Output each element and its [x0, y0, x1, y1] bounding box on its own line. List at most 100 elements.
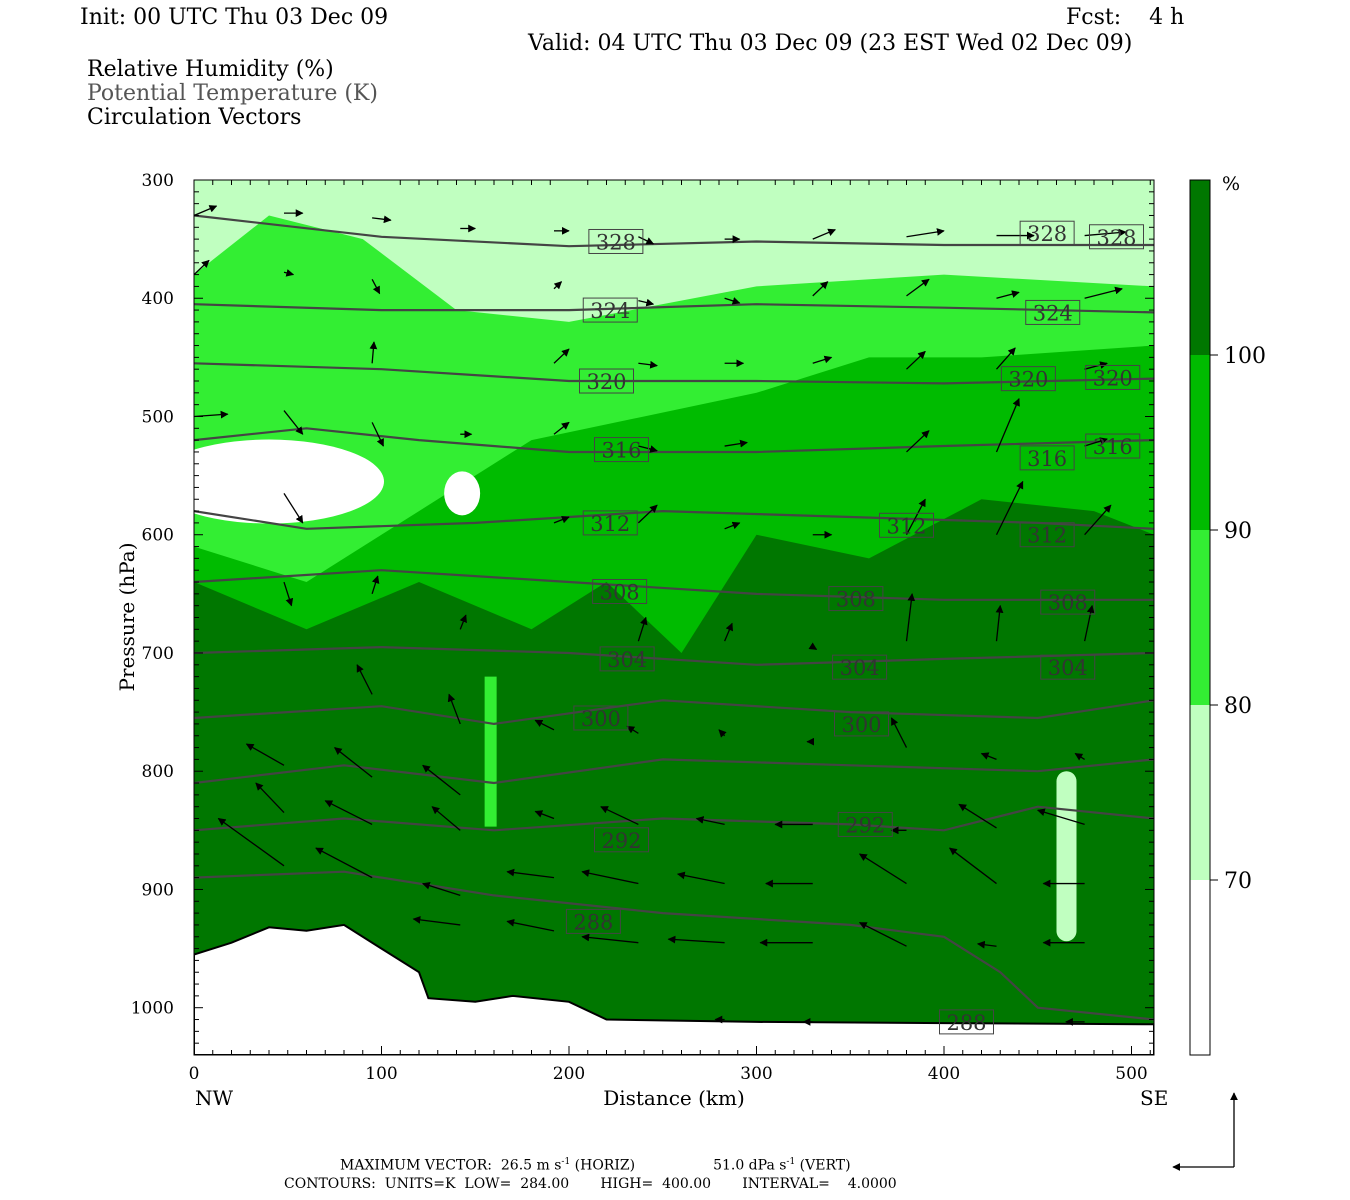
x-tick-label: 300: [740, 1064, 772, 1084]
circulation-vector: [695, 816, 725, 826]
isentrope-label-box: [1089, 224, 1144, 250]
circulation-vector: [371, 279, 381, 295]
circulation-vector: [1084, 437, 1108, 447]
circulation-vector: [995, 604, 1004, 642]
isentrope-label: 312: [886, 514, 926, 538]
colorbar-segment: [1190, 880, 1210, 1055]
circulation-vector: [724, 439, 748, 448]
x-tick-label: 200: [553, 1064, 585, 1084]
circulation-vector: [724, 622, 733, 642]
circulation-vector: [283, 269, 295, 277]
circulation-vector: [906, 350, 926, 370]
circulation-vector: [1084, 286, 1123, 299]
circulation-vectors: [194, 205, 1127, 1026]
circulation-vector: [949, 847, 997, 885]
isentrope-labels: 328 328 328 324 324 320 320 320 316 316 316 312 312 3…: [565, 220, 1144, 1035]
isentrope-label: 300: [841, 713, 881, 737]
isentrope-label-box: [1025, 299, 1081, 325]
rh-band-below-70: [194, 439, 384, 524]
max-vector-line: MAXIMUM VECTOR: 26.5 m s-1 (HORIZ) 51.0 d…: [340, 1157, 851, 1174]
circulation-vector: [637, 616, 648, 642]
circulation-vector: [506, 868, 555, 879]
isentrope-label: 308: [836, 588, 876, 612]
colorbar-segment: [1190, 705, 1210, 880]
circulation-vector: [812, 281, 829, 297]
isentrope-label-box: [565, 908, 621, 934]
circulation-vector: [718, 729, 727, 738]
isentrope-label: 312: [590, 512, 630, 536]
colorbar-tick-label: 100: [1224, 344, 1266, 369]
circulation-vector: [638, 236, 655, 245]
isentrope-label-box: [832, 654, 888, 680]
isentrope-label-box: [592, 578, 648, 604]
circulation-vector: [976, 940, 997, 949]
isentropes: [194, 214, 1154, 1021]
legend-theta-title: Potential Temperature (K): [87, 81, 378, 106]
rh-band-70-80: [1056, 771, 1077, 942]
circulation-vector: [1084, 504, 1112, 536]
circulation-vector: [958, 803, 997, 829]
circulation-vector: [534, 810, 555, 820]
isentrope-label: 288: [573, 910, 613, 934]
isentrope-label-box: [594, 827, 649, 853]
circulation-vector: [980, 752, 997, 760]
circulation-vector: [553, 281, 563, 290]
isentrope-label-box: [1019, 522, 1075, 548]
contours-info: CONTOURS: UNITS=K LOW= 284.00 HIGH= 400.…: [284, 1176, 897, 1192]
rh-band->100: [194, 499, 1154, 1055]
circulation-vector: [324, 800, 373, 826]
y-tick-label: 400: [142, 289, 174, 309]
circulation-vector: [315, 847, 373, 879]
y-tick-label: 900: [142, 880, 174, 900]
isentrope-304: [194, 645, 1154, 666]
isentrope-label: 324: [590, 299, 630, 323]
circulation-vector: [890, 717, 908, 748]
isentrope-label: 308: [600, 580, 640, 604]
isentrope-300: [194, 699, 1154, 726]
isentrope-label: 316: [1093, 435, 1133, 459]
rh-shading: [194, 180, 1154, 1055]
isentrope-label: 292: [845, 813, 885, 837]
y-tick-label: 300: [142, 171, 174, 191]
isentrope-label: 316: [601, 439, 641, 463]
circulation-vector: [356, 664, 373, 695]
isentrope-label: 308: [1048, 591, 1088, 615]
isentrope-label-box: [582, 297, 638, 323]
circulation-vector: [995, 398, 1020, 453]
circulation-vector: [534, 719, 555, 731]
circulation-vector: [676, 871, 725, 885]
circulation-vector: [283, 410, 304, 435]
isentrope-label: 324: [1033, 301, 1073, 325]
circulation-vector: [724, 521, 741, 530]
circulation-vector: [255, 782, 285, 814]
circulation-vector: [553, 348, 570, 364]
circulation-vector: [431, 806, 461, 831]
rh-band-80-90: [484, 676, 497, 827]
x-tick-label: 400: [928, 1064, 960, 1084]
circulation-vector: [858, 853, 907, 885]
circulation-vector: [581, 869, 639, 885]
isentrope-label: 288: [946, 1011, 986, 1035]
circulation-vector: [626, 725, 639, 734]
axes: 0 100 200 300 400 500 300 400 500 600 700 800 900 100…: [131, 171, 1154, 1084]
circulation-vector: [422, 881, 461, 896]
circulation-vector: [422, 764, 461, 796]
circulation-vector: [506, 918, 555, 932]
circulation-vector: [371, 575, 380, 595]
isentrope-label-box: [573, 705, 629, 731]
circulation-vector: [553, 515, 570, 524]
isentrope-label: 328: [1096, 226, 1136, 250]
isentrope-316: [194, 427, 1154, 454]
terrain-surface: [194, 923, 1154, 1055]
isentrope-label-box: [1040, 654, 1096, 680]
circulation-vector: [637, 504, 658, 524]
isentrope-label-box: [588, 228, 644, 254]
x-tick-label: 100: [365, 1064, 397, 1084]
isentrope-label-box: [1000, 366, 1056, 392]
circulation-vector: [194, 259, 210, 276]
isentrope-label: 328: [1027, 222, 1067, 246]
isentrope-label: 304: [840, 656, 880, 680]
circulation-vector: [1037, 808, 1085, 826]
isentrope-label-box: [579, 368, 634, 394]
